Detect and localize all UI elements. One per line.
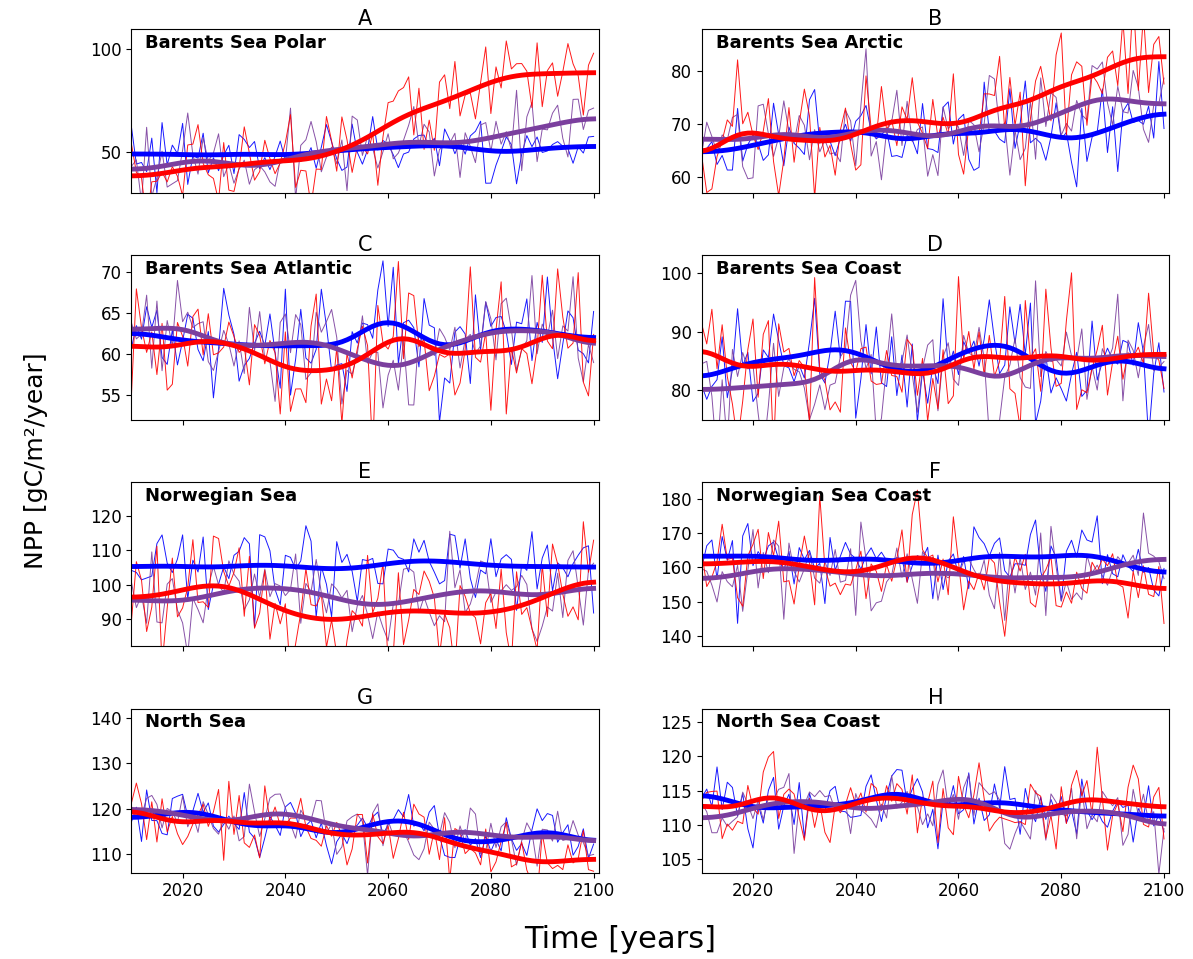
Title: A: A <box>358 9 372 29</box>
Text: Barents Sea Atlantic: Barents Sea Atlantic <box>146 260 352 278</box>
Text: Barents Sea Coast: Barents Sea Coast <box>716 260 901 278</box>
Text: North Sea Coast: North Sea Coast <box>716 713 879 732</box>
Text: North Sea: North Sea <box>146 713 246 732</box>
Text: Norwegian Sea: Norwegian Sea <box>146 487 297 504</box>
Text: Time [years]: Time [years] <box>525 925 716 954</box>
Title: E: E <box>358 462 371 481</box>
Text: NPP [gC/m²/year]: NPP [gC/m²/year] <box>24 352 48 569</box>
Title: B: B <box>928 9 942 29</box>
Title: D: D <box>927 235 944 255</box>
Text: Norwegian Sea Coast: Norwegian Sea Coast <box>716 487 931 504</box>
Title: G: G <box>357 689 373 709</box>
Text: Barents Sea Polar: Barents Sea Polar <box>146 34 326 52</box>
Title: F: F <box>929 462 941 481</box>
Title: C: C <box>358 235 372 255</box>
Title: H: H <box>928 689 944 709</box>
Text: Barents Sea Arctic: Barents Sea Arctic <box>716 34 903 52</box>
